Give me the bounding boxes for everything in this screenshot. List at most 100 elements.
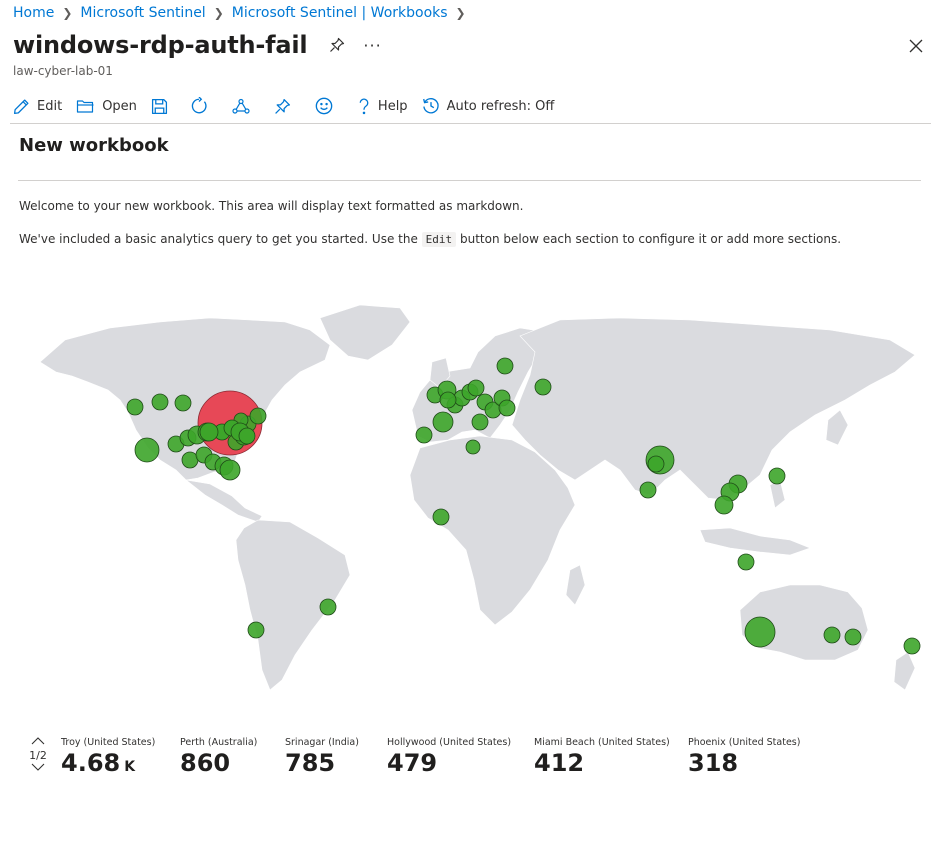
clock-refresh-icon <box>422 98 439 114</box>
chevron-right-icon: ❯ <box>213 6 224 20</box>
tile-pager: 1/2 <box>27 737 49 771</box>
save-button[interactable] <box>151 98 168 115</box>
help-button[interactable]: Help <box>357 98 408 115</box>
tile-label: Perth (Australia) <box>180 737 258 748</box>
tile-unit: K <box>124 759 136 775</box>
world-map <box>39 304 921 691</box>
map-bubbles <box>126 357 921 655</box>
tile-perth[interactable]: Perth (Australia) 860 <box>180 737 257 777</box>
location-bubble[interactable] <box>823 626 841 644</box>
location-bubble[interactable] <box>471 413 489 431</box>
tile-label: Miami Beach (United States) <box>534 737 670 748</box>
share-icon <box>232 98 250 114</box>
location-bubble[interactable] <box>319 598 337 616</box>
breadcrumb-sentinel[interactable]: Microsoft Sentinel <box>80 5 206 21</box>
tile-troy[interactable]: Troy (United States) 4.68 K <box>61 737 155 777</box>
location-bubble[interactable] <box>639 481 657 499</box>
refresh-icon <box>191 97 207 114</box>
location-bubble[interactable] <box>415 426 433 444</box>
location-bubble[interactable] <box>181 451 199 469</box>
tile-srinagar[interactable]: Srinagar (India) 785 <box>285 737 359 777</box>
chevron-down-icon[interactable] <box>31 763 45 771</box>
pencil-icon <box>13 98 29 114</box>
open-button[interactable]: Open <box>76 98 137 114</box>
tile-value: 860 <box>180 749 231 777</box>
smiley-icon <box>315 97 333 115</box>
tile-phoenix[interactable]: Phoenix (United States) 318 <box>688 737 800 777</box>
location-bubble[interactable] <box>465 439 481 455</box>
location-bubble[interactable] <box>432 411 454 433</box>
edit-code-label: Edit <box>421 232 457 247</box>
instructions-text-after: button below each section to configure i… <box>460 232 842 246</box>
location-bubble[interactable] <box>134 437 160 463</box>
chevron-up-icon[interactable] <box>31 737 45 745</box>
welcome-text: Welcome to your new workbook. This area … <box>19 199 524 213</box>
location-bubble[interactable] <box>714 495 734 515</box>
location-bubble[interactable] <box>647 455 665 473</box>
pin-toolbar-button[interactable] <box>274 98 291 115</box>
toolbar: Edit Open <box>13 93 568 119</box>
help-label: Help <box>377 98 408 114</box>
location-bubble[interactable] <box>247 621 265 639</box>
location-bubble[interactable] <box>126 398 144 416</box>
madagascar-shape <box>565 564 586 606</box>
tile-label: Hollywood (United States) <box>387 737 512 748</box>
tile-hollywood[interactable]: Hollywood (United States) 479 <box>387 737 511 777</box>
location-bubble[interactable] <box>744 616 776 648</box>
auto-refresh-button[interactable]: Auto refresh: Off <box>422 97 555 115</box>
location-bubble[interactable] <box>151 393 169 411</box>
location-bubble[interactable] <box>737 553 755 571</box>
tile-page-indicator: 1/2 <box>29 749 47 762</box>
pin-icon[interactable] <box>329 37 345 53</box>
location-bubble[interactable] <box>496 357 514 375</box>
tile-value: 318 <box>688 749 739 777</box>
tile-value: 479 <box>387 749 438 777</box>
greenland-shape <box>319 304 411 361</box>
edit-label: Edit <box>37 98 63 114</box>
tile-label: Troy (United States) <box>61 737 156 748</box>
breadcrumb: Home ❯ Microsoft Sentinel ❯ Microsoft Se… <box>13 5 474 21</box>
location-bubble[interactable] <box>768 467 786 485</box>
breadcrumb-workbooks[interactable]: Microsoft Sentinel | Workbooks <box>231 5 448 21</box>
location-bubble[interactable] <box>174 394 192 412</box>
instructions-text: We've included a basic analytics query t… <box>19 232 842 247</box>
location-bubble[interactable] <box>467 379 485 397</box>
save-icon <box>151 98 167 114</box>
tile-label: Phoenix (United States) <box>688 737 801 748</box>
auto-refresh-label: Auto refresh: Off <box>446 98 555 114</box>
instructions-text-before: We've included a basic analytics query t… <box>19 232 418 246</box>
japan-shape <box>825 409 849 446</box>
help-icon <box>359 98 369 114</box>
workspace-name: law-cyber-lab-01 <box>13 64 113 78</box>
tile-label: Srinagar (India) <box>285 737 359 748</box>
tile-value: 412 <box>534 749 585 777</box>
title-row: windows-rdp-auth-fail ··· <box>13 31 382 59</box>
location-bubble[interactable] <box>249 407 267 425</box>
page-title: windows-rdp-auth-fail <box>13 31 308 59</box>
location-bubble[interactable] <box>534 378 552 396</box>
location-bubble[interactable] <box>903 637 921 655</box>
location-bubble[interactable] <box>844 628 862 646</box>
more-options-button[interactable]: ··· <box>363 35 382 55</box>
share-button[interactable] <box>232 98 250 115</box>
open-label: Open <box>102 98 137 114</box>
refresh-button[interactable] <box>190 97 208 115</box>
new-zealand-shape <box>893 651 916 691</box>
location-bubble[interactable] <box>498 399 516 417</box>
location-bubble[interactable] <box>432 508 450 526</box>
location-bubble[interactable] <box>199 422 219 442</box>
feedback-button[interactable] <box>315 97 333 115</box>
section-title: New workbook <box>19 135 169 156</box>
toolbar-divider <box>10 123 931 124</box>
breadcrumb-home[interactable]: Home <box>13 5 55 21</box>
folder-open-icon <box>77 100 94 113</box>
africa-shape <box>409 435 576 626</box>
location-bubble[interactable] <box>439 391 457 409</box>
edit-button[interactable]: Edit <box>13 98 62 115</box>
close-icon[interactable] <box>909 38 923 57</box>
chevron-right-icon: ❯ <box>62 6 73 20</box>
location-bubble[interactable] <box>219 459 241 481</box>
central-america-shape <box>185 479 263 523</box>
location-bubble[interactable] <box>238 427 256 445</box>
tile-miami-beach[interactable]: Miami Beach (United States) 412 <box>534 737 670 777</box>
